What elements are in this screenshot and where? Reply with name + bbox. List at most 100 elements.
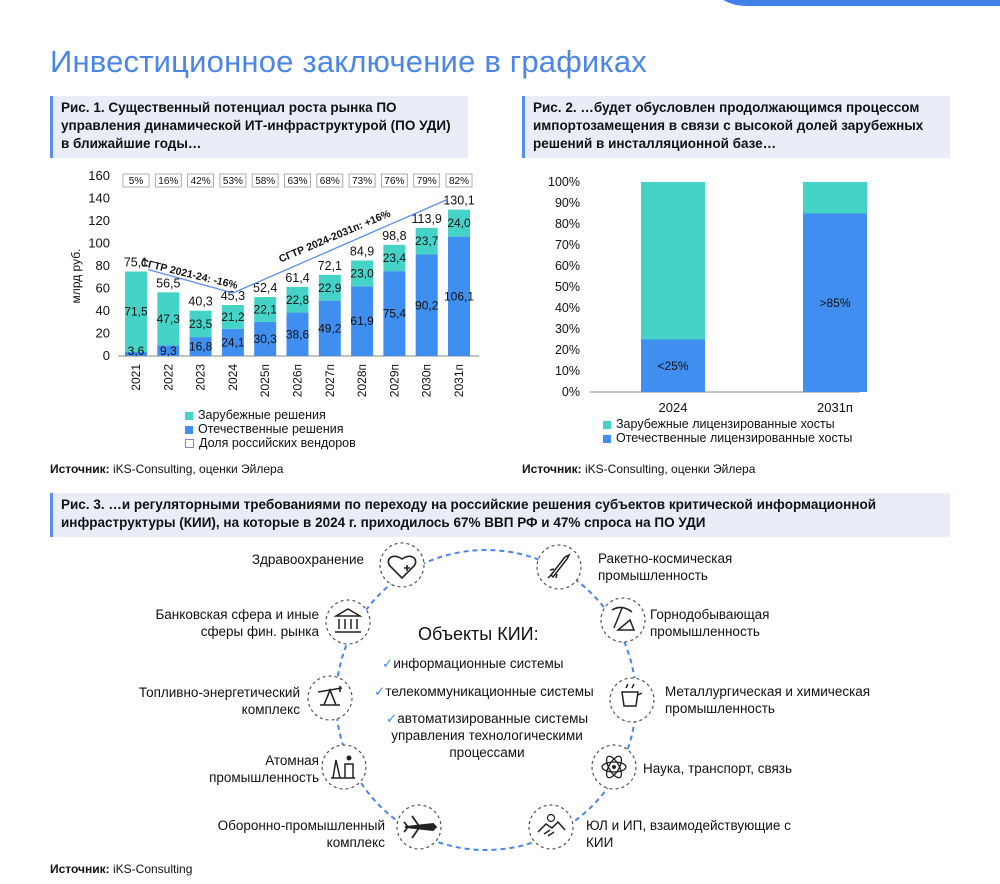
fig3-caption: Рис. 3. …и регуляторными требованиями по… <box>50 493 950 537</box>
decorative-corner-shape <box>700 0 1000 6</box>
bar-foreign <box>448 209 470 237</box>
share-label: 5% <box>129 176 144 187</box>
y-tick-label: 40 <box>96 303 110 318</box>
y-tick-label: 20% <box>555 343 580 357</box>
data-label-total: 72,1 <box>318 259 342 273</box>
legend-item-foreign: Зарубежные решения <box>185 408 356 422</box>
legend-label-foreign: Зарубежные решения <box>198 408 326 422</box>
data-label-foreign: 23,4 <box>383 251 407 265</box>
bar-domestic <box>383 271 406 356</box>
share-box <box>348 173 376 188</box>
kii-item-1: ✓информационные системы <box>382 655 563 672</box>
share-box <box>413 173 441 188</box>
share-box <box>251 173 279 188</box>
bar-foreign-hosts <box>641 182 705 340</box>
data-label-domestic: 106,1 <box>444 289 474 303</box>
share-box <box>380 173 408 188</box>
bar-domestic <box>351 286 374 356</box>
x-tick-label: 2026п <box>291 364 305 397</box>
check-icon: ✓ <box>374 684 386 699</box>
x-tick-label: 2030п <box>420 364 434 397</box>
bar-domestic <box>318 300 341 356</box>
atom-icon <box>591 744 637 790</box>
cagr-label-1: СГТР 2021-24: -16% <box>139 257 239 292</box>
data-label-domestic: 3,6 <box>128 344 145 358</box>
y-tick-label: 120 <box>88 213 110 228</box>
share-label: 68% <box>320 176 340 187</box>
share-box <box>122 173 150 188</box>
source-text: iKS-Consulting <box>109 862 193 876</box>
data-label-foreign: 24,0 <box>447 216 471 230</box>
share-label: 16% <box>158 176 178 187</box>
fig3-source: Источник: iKS-Consulting <box>50 862 192 876</box>
data-label-domestic: 75,4 <box>383 307 407 321</box>
legend-item-domestic: Отечественные решения <box>185 422 356 436</box>
legend-item-foreign-hosts: Зарубежные лицензированные хосты <box>603 417 852 431</box>
share-box <box>284 173 311 188</box>
data-label-domestic: 61,9 <box>350 314 374 328</box>
bar-foreign <box>221 305 244 329</box>
data-label-total: 40,3 <box>188 295 212 309</box>
y-tick-label: 0 <box>103 348 110 363</box>
node-label-rocket: Ракетно-космическая промышленность <box>598 551 733 583</box>
bar-foreign <box>157 292 180 346</box>
legend-item-domestic-hosts: Отечественные лицензированные хосты <box>603 431 852 445</box>
data-label-total: 52,4 <box>253 281 277 295</box>
y-tick-label: 60 <box>96 281 110 296</box>
page-title: Инвестиционное заключение в графиках <box>50 44 648 79</box>
x-tick-label: 2024 <box>226 364 240 391</box>
y-tick-label: 0% <box>562 385 580 399</box>
node-label-metallurgy: Металлургическая и химическая промышленн… <box>665 684 871 716</box>
node-label-bank: Банковская сфера и иные сферы фин. рынка <box>155 607 319 639</box>
metallurgy-icon <box>609 677 655 723</box>
x-tick-label: 2024 <box>659 400 688 415</box>
kii-item-2: ✓телекоммуникационные системы <box>374 683 594 700</box>
nuclear-plant-icon <box>321 744 367 790</box>
bar-foreign <box>383 244 406 272</box>
share-label: 79% <box>417 176 437 187</box>
share-box <box>219 173 247 188</box>
data-label-domestic: 16,8 <box>189 340 213 354</box>
bar-foreign <box>318 274 341 301</box>
bar-domestic <box>448 236 470 356</box>
fig2-chart: 0% 10% 20% 30% 40% 50% 60% 70% 80% 90% 100% <25% 202… <box>548 175 867 415</box>
legend-item-share: Доля российских вендоров <box>185 436 356 450</box>
source-text: iKS-Consulting, оценки Эйлера <box>581 462 756 476</box>
data-label-total: 61,4 <box>285 271 309 285</box>
bar-foreign <box>415 227 438 255</box>
bar-domestic-hosts <box>803 213 867 392</box>
fig2-source: Источник: iKS-Consulting, оценки Эйлера <box>522 462 755 476</box>
kii-item-3: ✓автоматизированные системы управления т… <box>377 710 597 761</box>
bar-domestic <box>221 328 244 356</box>
share-box <box>445 173 473 188</box>
y-axis-label: млрд руб. <box>69 249 83 304</box>
data-label-domestic: 24,1 <box>221 335 245 349</box>
x-tick-label: 2025п <box>258 364 272 397</box>
kii-ring <box>335 549 637 851</box>
data-label-foreign: 23,0 <box>350 266 374 280</box>
data-label-domestic-hosts: >85% <box>819 296 850 310</box>
share-box <box>187 173 215 188</box>
data-label-foreign: 23,5 <box>189 317 213 331</box>
legend-swatch-foreign <box>185 411 193 420</box>
x-tick-label: 2023 <box>194 364 208 391</box>
y-tick-label: 70% <box>555 238 580 252</box>
legend-swatch-share <box>185 439 194 449</box>
x-tick-label: 2021 <box>129 364 143 391</box>
y-tick-label: 160 <box>88 168 110 183</box>
share-label: 42% <box>191 176 211 187</box>
handshake-icon <box>528 804 574 850</box>
kii-diagram <box>307 542 655 851</box>
bar-foreign <box>351 260 374 287</box>
data-label-total: 45,3 <box>221 289 245 303</box>
check-icon: ✓ <box>382 656 394 671</box>
data-label-domestic-hosts: <25% <box>657 359 688 373</box>
cagr-label-2: СГТР 2024-2031п: +16% <box>277 207 393 265</box>
y-tick-label: 140 <box>88 191 110 206</box>
node-label-health: Здравоохранение <box>251 552 364 567</box>
source-label: Источник: <box>50 862 110 876</box>
legend-swatch-foreign-hosts <box>603 420 611 429</box>
node-label-mining: Горнодобывающая промышленность <box>650 607 770 639</box>
share-box <box>316 173 344 188</box>
node-label-defense: Оборонно-промышленный комплекс <box>217 818 385 850</box>
